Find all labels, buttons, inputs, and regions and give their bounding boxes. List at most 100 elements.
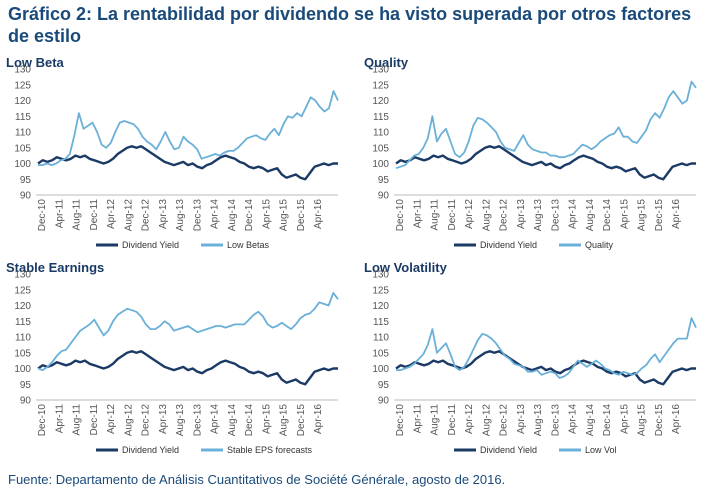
y-tick-label: 95 — [378, 175, 390, 186]
series-line-factor — [396, 317, 697, 379]
x-tick-label: Aug-14 — [227, 404, 238, 437]
y-tick-label: 110 — [15, 128, 31, 139]
panel-title: Low Volatility — [364, 260, 447, 275]
x-tick-label: Aug-11 — [430, 404, 441, 436]
y-tick-label: 120 — [372, 301, 389, 312]
y-tick-label: 125 — [14, 285, 31, 296]
y-tick-label: 110 — [15, 333, 31, 344]
x-tick-label: Dec-10 — [37, 199, 48, 232]
y-tick-label: 90 — [20, 191, 32, 202]
x-tick-label: Dec-10 — [395, 199, 406, 232]
x-tick-label: Apr-12 — [106, 404, 117, 434]
x-tick-label: Apr-11 — [54, 199, 65, 229]
x-tick-label: Apr-13 — [158, 404, 169, 434]
x-tick-label: Apr-16 — [313, 404, 324, 434]
y-tick-label: 110 — [373, 128, 389, 139]
x-tick-label: Aug-12 — [123, 199, 134, 232]
x-tick-label: Aug-15 — [637, 404, 648, 437]
series-line-dividend-yield — [37, 349, 338, 386]
x-tick-label: Dec-15 — [654, 199, 665, 232]
y-tick-label: 120 — [372, 96, 389, 107]
series-line-factor — [38, 90, 339, 166]
x-tick-label: Aug-13 — [175, 404, 186, 437]
x-tick-label: Dec-13 — [550, 199, 561, 232]
x-tick-label: Apr-14 — [210, 199, 221, 229]
y-tick-label: 125 — [372, 285, 389, 296]
x-tick-label: Aug-11 — [72, 199, 83, 231]
x-tick-label: Dec-14 — [602, 404, 613, 437]
y-tick-label: 100 — [372, 159, 389, 170]
y-tick-label: 130 — [372, 65, 389, 76]
series-line-dividend-yield — [395, 144, 696, 181]
legend-label: Low Vol — [585, 445, 617, 455]
y-tick-label: 100 — [372, 364, 389, 375]
chart-panel-stable-earnings: Stable Earnings 90 95 100 105 110 115 120 125 13… — [6, 260, 346, 465]
x-tick-label: Aug-15 — [279, 404, 290, 437]
y-tick-label: 100 — [14, 364, 31, 375]
x-tick-label: Apr-14 — [210, 404, 221, 434]
chart-panel-low-volatility: Low Volatility 90 95 100 105 110 115 120 125 130… — [364, 260, 704, 465]
x-tick-label: Dec-13 — [192, 404, 203, 437]
x-tick-label: Dec-11 — [447, 404, 458, 436]
x-tick-label: Apr-14 — [568, 404, 579, 434]
y-tick-label: 90 — [378, 191, 390, 202]
x-tick-label: Dec-14 — [244, 199, 255, 232]
source-footnote: Fuente: Departamento de Análisis Cuantit… — [8, 472, 506, 487]
figure-title: Gráfico 2: La rentabilidad por dividendo… — [8, 4, 692, 46]
x-tick-label: Dec-15 — [296, 199, 307, 232]
series-line-dividend-yield — [37, 144, 338, 181]
x-tick-label: Aug-12 — [481, 404, 492, 437]
x-tick-label: Dec-10 — [395, 404, 406, 437]
x-tick-label: Aug-11 — [72, 404, 83, 436]
x-tick-label: Dec-12 — [499, 199, 510, 232]
chart-panel-low-beta: Low Beta 90 95 100 105 110 115 120 125 130 Dec-10… — [6, 55, 346, 260]
x-tick-label: Apr-12 — [464, 199, 475, 229]
y-tick-label: 90 — [20, 396, 32, 407]
y-tick-label: 110 — [373, 333, 389, 344]
y-tick-label: 95 — [20, 175, 32, 186]
y-tick-label: 105 — [14, 143, 31, 154]
x-tick-label: Apr-16 — [671, 404, 682, 434]
line-chart-stable-earnings: 90 95 100 105 110 115 120 125 130 Dec-10 Apr-11 Aug… — [14, 270, 339, 455]
y-tick-label: 130 — [14, 65, 31, 76]
x-tick-label: Apr-14 — [568, 199, 579, 229]
x-tick-label: Dec-12 — [499, 404, 510, 437]
x-tick-label: Aug-15 — [637, 199, 648, 232]
x-tick-label: Apr-12 — [106, 199, 117, 229]
x-tick-label: Dec-15 — [296, 404, 307, 437]
x-tick-label: Apr-12 — [464, 404, 475, 434]
x-tick-label: Apr-15 — [619, 199, 630, 229]
legend-label: Low Betas — [227, 240, 270, 250]
series-line-factor — [37, 292, 339, 371]
x-tick-label: Apr-13 — [158, 199, 169, 229]
legend-label: Dividend Yield — [480, 240, 537, 250]
y-tick-label: 105 — [372, 143, 389, 154]
legend-label: Dividend Yield — [480, 445, 537, 455]
x-tick-label: Aug-13 — [533, 404, 544, 437]
panel-title: Quality — [364, 55, 409, 70]
x-tick-label: Aug-15 — [279, 199, 290, 232]
x-tick-label: Apr-15 — [619, 404, 630, 434]
y-tick-label: 105 — [14, 348, 31, 359]
series-line-factor — [395, 80, 697, 170]
x-tick-label: Apr-16 — [313, 199, 324, 229]
x-tick-label: Apr-11 — [54, 404, 65, 434]
y-tick-label: 115 — [373, 112, 389, 123]
y-tick-label: 100 — [14, 159, 31, 170]
y-tick-label: 115 — [15, 317, 31, 328]
x-tick-label: Apr-13 — [516, 404, 527, 434]
y-tick-label: 120 — [14, 301, 31, 312]
panel-title: Low Beta — [6, 55, 64, 70]
x-tick-label: Aug-13 — [175, 199, 186, 232]
x-tick-label: Aug-13 — [533, 199, 544, 232]
x-tick-label: Dec-11 — [89, 199, 100, 231]
x-tick-label: Aug-14 — [227, 199, 238, 232]
x-tick-label: Aug-12 — [481, 199, 492, 232]
y-tick-label: 95 — [20, 380, 32, 391]
y-tick-label: 95 — [378, 380, 390, 391]
x-tick-label: Dec-12 — [141, 404, 152, 437]
legend-label: Dividend Yield — [122, 445, 179, 455]
x-tick-label: Apr-15 — [261, 199, 272, 229]
x-tick-label: Dec-11 — [447, 199, 458, 231]
x-tick-label: Dec-13 — [550, 404, 561, 437]
